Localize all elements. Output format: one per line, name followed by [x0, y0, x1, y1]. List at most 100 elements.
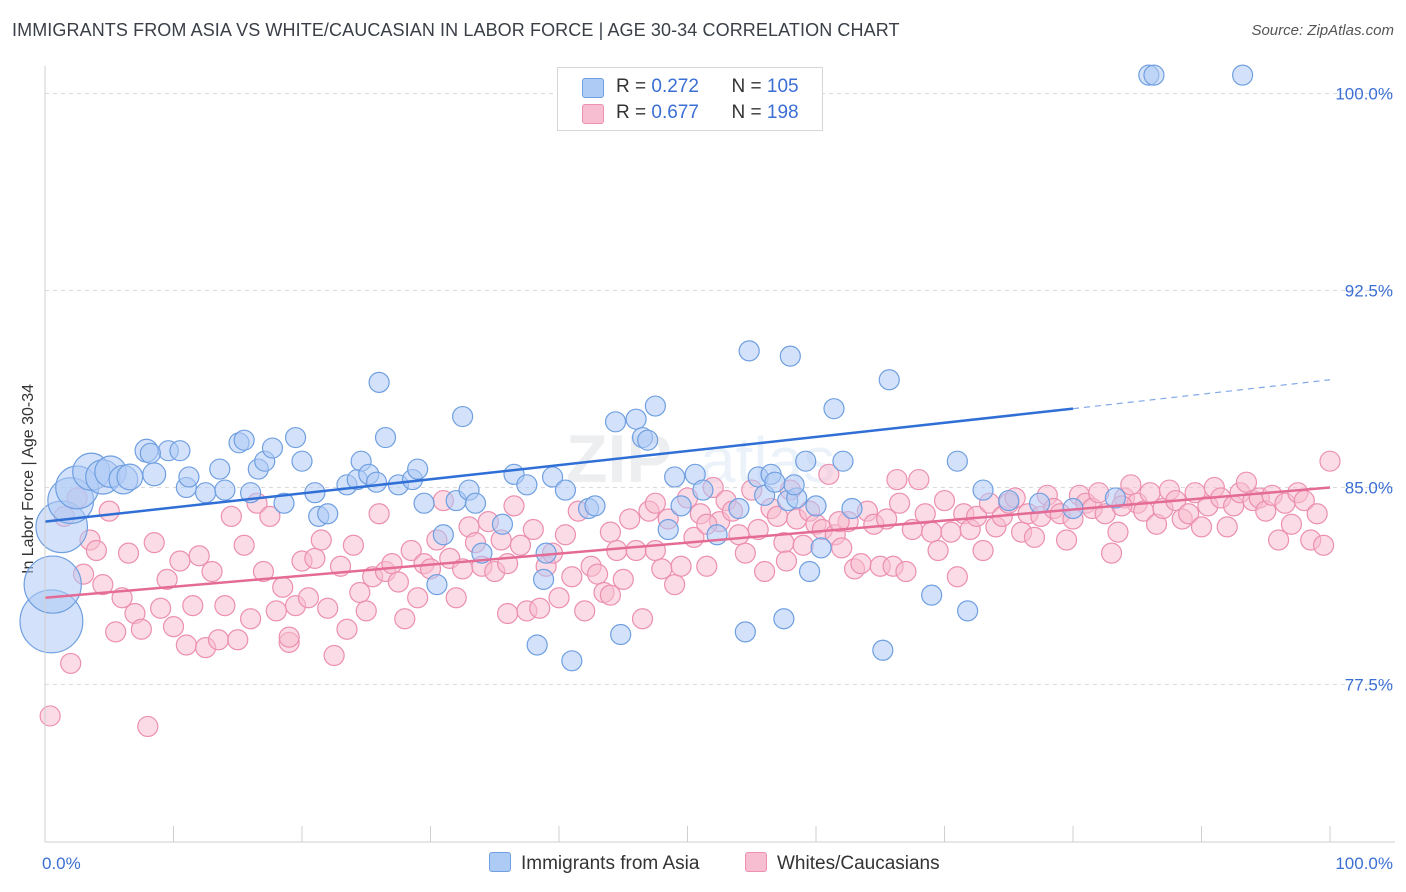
- point-whites: [696, 555, 718, 577]
- bottom-legend-asia: Immigrants from Asia: [489, 852, 699, 875]
- point-asia: [1143, 64, 1165, 86]
- point-whites: [1107, 521, 1129, 543]
- point-whites: [92, 574, 114, 596]
- point-whites: [599, 584, 622, 606]
- point-whites: [105, 621, 127, 643]
- point-whites: [497, 602, 519, 625]
- point-whites: [150, 597, 172, 619]
- point-asia: [116, 463, 144, 491]
- point-whites: [1267, 529, 1290, 551]
- point-asia: [407, 458, 429, 480]
- point-asia: [734, 621, 756, 643]
- point-asia: [291, 450, 313, 472]
- bottom-legend-label-asia: Immigrants from Asia: [521, 853, 700, 874]
- point-whites: [39, 705, 61, 727]
- source-label: Source: ZipAtlas.com: [1251, 22, 1394, 39]
- point-whites: [182, 595, 204, 617]
- point-whites: [233, 534, 255, 556]
- trend-lines: [44, 379, 1331, 600]
- point-whites: [775, 550, 798, 572]
- point-whites: [188, 545, 210, 567]
- point-whites: [304, 547, 326, 569]
- point-asia: [261, 437, 284, 459]
- point-asia: [773, 608, 795, 630]
- point-asia: [810, 537, 832, 559]
- point-whites: [394, 608, 416, 630]
- point-asia: [516, 474, 538, 496]
- point-whites: [586, 563, 609, 585]
- point-asia: [798, 560, 821, 583]
- point-whites: [670, 555, 692, 577]
- point-asia: [832, 450, 854, 472]
- point-whites: [175, 634, 197, 656]
- point-asia: [692, 479, 714, 501]
- legend-r-label: R =: [616, 76, 647, 97]
- point-whites: [644, 492, 666, 514]
- point-whites: [831, 537, 853, 559]
- point-asia: [805, 495, 827, 517]
- point-asia: [426, 574, 448, 596]
- point-whites: [342, 534, 364, 556]
- point-whites: [753, 560, 776, 583]
- point-whites: [972, 539, 994, 562]
- point-asia: [644, 395, 666, 417]
- point-whites: [336, 618, 358, 640]
- point-whites: [169, 550, 191, 572]
- point-whites: [60, 652, 82, 675]
- trend-line-whites: [44, 486, 1331, 600]
- point-whites: [927, 539, 949, 562]
- point-whites: [381, 553, 403, 575]
- legend-swatch-asia: [582, 78, 604, 98]
- point-asia: [532, 568, 555, 590]
- point-whites: [1055, 529, 1078, 551]
- point-whites: [272, 576, 294, 598]
- point-whites: [297, 587, 320, 609]
- bottom-legend-whites: Whites/Caucasians: [745, 852, 940, 875]
- y-tick-label: 100.0%: [1335, 85, 1393, 104]
- point-whites: [156, 568, 178, 590]
- legend-swatch-whites: [582, 104, 604, 124]
- point-whites: [561, 566, 583, 588]
- point-asia: [1104, 487, 1127, 509]
- legend-box: R = 0.272 N = 105 R = 0.677 N = 198: [557, 67, 823, 131]
- point-asia: [738, 340, 760, 362]
- point-asia: [368, 371, 390, 394]
- point-whites: [619, 508, 641, 530]
- point-whites: [387, 571, 409, 593]
- point-asia: [946, 450, 968, 472]
- point-asia: [1232, 64, 1254, 86]
- point-whites: [1216, 516, 1238, 538]
- point-asia: [637, 429, 659, 451]
- point-asia: [764, 471, 786, 493]
- point-whites: [445, 587, 467, 609]
- point-asia: [584, 495, 606, 517]
- point-asia: [139, 442, 161, 464]
- x-tick-label-max: 100.0%: [1335, 854, 1393, 873]
- point-asia: [878, 369, 900, 391]
- point-whites: [625, 539, 647, 562]
- point-asia: [561, 650, 583, 672]
- point-asia: [972, 479, 994, 501]
- point-asia: [169, 440, 191, 462]
- axes: [44, 66, 1395, 843]
- point-asia: [452, 405, 474, 428]
- point-asia: [233, 429, 255, 451]
- point-asia: [957, 600, 979, 622]
- point-whites: [220, 505, 242, 527]
- point-asia: [195, 482, 217, 504]
- point-whites: [137, 715, 159, 738]
- point-whites: [1023, 526, 1046, 548]
- point-whites: [886, 468, 908, 491]
- point-whites: [130, 618, 152, 640]
- point-asia: [604, 411, 627, 433]
- legend-r-label: R =: [616, 102, 647, 123]
- point-whites: [940, 521, 962, 543]
- chart-title: IMMIGRANTS FROM ASIA VS WHITE/CAUCASIAN …: [12, 20, 900, 40]
- point-asia: [921, 584, 943, 606]
- point-whites: [400, 539, 422, 562]
- point-whites: [850, 553, 872, 575]
- point-asia: [779, 345, 801, 367]
- point-asia: [432, 524, 454, 546]
- point-whites: [117, 542, 140, 564]
- point-asia: [464, 492, 487, 514]
